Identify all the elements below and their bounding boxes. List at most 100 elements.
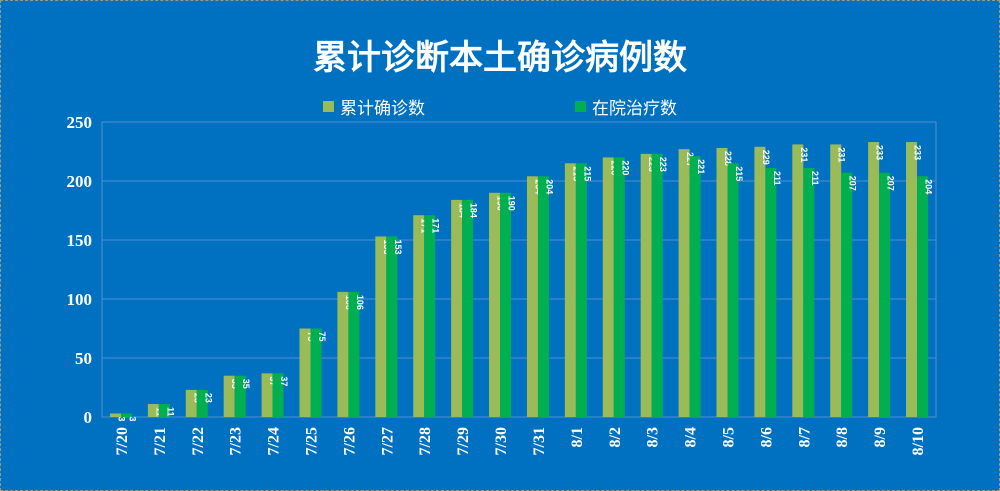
data-label: 3 bbox=[116, 416, 126, 421]
bar-cumulative bbox=[526, 176, 538, 417]
x-tick-label: 8/8 bbox=[834, 427, 851, 447]
bar-hospitalized bbox=[575, 163, 587, 417]
x-tick-label: 8/2 bbox=[607, 427, 624, 447]
x-tick-label: 8/4 bbox=[683, 427, 700, 447]
data-label: 11 bbox=[165, 407, 175, 417]
bar-cumulative bbox=[413, 215, 425, 417]
data-label: 153 bbox=[393, 239, 403, 254]
legend-item-cumulative: 累计确诊数 bbox=[323, 94, 425, 119]
bar-hospitalized bbox=[537, 176, 549, 417]
bar-hospitalized bbox=[158, 404, 170, 417]
bar-hospitalized bbox=[310, 328, 322, 417]
bar-cumulative bbox=[678, 149, 690, 417]
x-tick-label: 8/3 bbox=[645, 427, 662, 447]
x-tick-label: 7/28 bbox=[417, 427, 434, 455]
bar-hospitalized bbox=[803, 168, 815, 417]
data-label: 23 bbox=[203, 393, 213, 403]
legend-label: 在院治疗数 bbox=[592, 99, 677, 119]
x-tick-label: 8/7 bbox=[796, 427, 813, 447]
x-tick-label: 7/26 bbox=[341, 427, 358, 455]
bar-cumulative bbox=[375, 236, 387, 417]
x-tick-label: 7/27 bbox=[379, 427, 396, 455]
x-tick-label: 8/5 bbox=[721, 427, 738, 447]
x-tick-label: 8/6 bbox=[758, 427, 775, 447]
data-label: 231 bbox=[837, 147, 847, 162]
x-tick-label: 7/25 bbox=[304, 427, 321, 455]
y-tick-label: 250 bbox=[67, 113, 93, 132]
data-label: 190 bbox=[507, 196, 517, 211]
bar-hospitalized bbox=[272, 373, 284, 417]
bar-hospitalized bbox=[879, 172, 891, 417]
legend-label: 累计确诊数 bbox=[340, 99, 425, 119]
bar-hospitalized bbox=[234, 375, 246, 417]
data-label: 207 bbox=[848, 176, 858, 191]
bar-hospitalized bbox=[196, 389, 208, 417]
bar-hospitalized bbox=[500, 192, 512, 417]
chart-title: 累计诊断本土确诊病例数 bbox=[313, 38, 687, 78]
data-label: 106 bbox=[355, 295, 365, 310]
bar-cumulative bbox=[640, 153, 652, 418]
data-label: 204 bbox=[544, 179, 554, 194]
x-tick-label: 8/10 bbox=[910, 427, 927, 455]
bar-hospitalized bbox=[917, 176, 929, 417]
x-tick-label: 7/29 bbox=[455, 427, 472, 455]
bar-cumulative bbox=[109, 413, 121, 417]
y-tick-label: 50 bbox=[75, 349, 92, 368]
bar-hospitalized bbox=[462, 199, 474, 417]
data-label: 231 bbox=[799, 147, 809, 162]
data-label: 35 bbox=[241, 379, 251, 389]
y-tick-label: 100 bbox=[67, 290, 93, 309]
data-label: 233 bbox=[913, 145, 923, 160]
data-label: 215 bbox=[734, 166, 744, 181]
legend-swatch-cumulative bbox=[323, 101, 334, 112]
bar-cumulative bbox=[451, 199, 463, 417]
data-label: 211 bbox=[772, 171, 782, 186]
y-tick-label: 0 bbox=[84, 408, 93, 427]
bar-cumulative bbox=[299, 328, 311, 417]
bar-cumulative bbox=[754, 146, 766, 417]
legend: 累计确诊数 在院治疗数 bbox=[0, 94, 1000, 119]
data-label: 75 bbox=[317, 332, 327, 342]
x-tick-label: 8/9 bbox=[872, 427, 889, 447]
data-label: 171 bbox=[431, 218, 441, 233]
x-tick-label: 7/24 bbox=[266, 427, 283, 455]
data-label: 228 bbox=[723, 151, 733, 166]
bar-hospitalized bbox=[424, 215, 436, 417]
bar-hospitalized bbox=[765, 168, 777, 417]
data-label: 221 bbox=[696, 159, 706, 174]
bar-cumulative bbox=[337, 291, 349, 417]
bar-hospitalized bbox=[613, 157, 625, 417]
bar-cumulative bbox=[564, 163, 576, 417]
bar-cumulative bbox=[792, 144, 804, 418]
bar-hospitalized bbox=[651, 153, 663, 418]
data-label: 37 bbox=[279, 376, 289, 386]
bar-hospitalized bbox=[348, 291, 360, 417]
legend-item-hospitalized: 在院治疗数 bbox=[575, 94, 677, 119]
bar-cumulative bbox=[185, 389, 197, 417]
x-tick-label: 7/22 bbox=[190, 427, 207, 455]
bar-cumulative bbox=[716, 147, 728, 417]
data-label: 215 bbox=[582, 166, 592, 181]
y-tick-label: 150 bbox=[67, 231, 93, 250]
bar-cumulative bbox=[261, 373, 273, 417]
data-label: 204 bbox=[924, 179, 934, 194]
data-label: 233 bbox=[875, 145, 885, 160]
x-tick-label: 7/30 bbox=[493, 427, 510, 455]
data-label: 220 bbox=[620, 160, 630, 175]
x-tick-label: 8/1 bbox=[569, 427, 586, 447]
x-tick-label: 7/23 bbox=[228, 427, 245, 455]
bar-cumulative bbox=[602, 157, 614, 417]
bar-cumulative bbox=[147, 404, 159, 417]
x-tick-label: 7/31 bbox=[531, 427, 548, 455]
bar-hospitalized bbox=[120, 413, 132, 417]
bar-hospitalized bbox=[727, 163, 739, 417]
bar-hospitalized bbox=[386, 236, 398, 417]
data-label: 211 bbox=[810, 171, 820, 186]
legend-swatch-hospitalized bbox=[575, 101, 586, 112]
x-tick-label: 7/20 bbox=[114, 427, 131, 455]
bar-cumulative bbox=[489, 192, 501, 417]
x-tick-label: 7/21 bbox=[152, 427, 169, 455]
bar-cumulative bbox=[830, 144, 842, 418]
bar-cumulative bbox=[906, 142, 918, 417]
